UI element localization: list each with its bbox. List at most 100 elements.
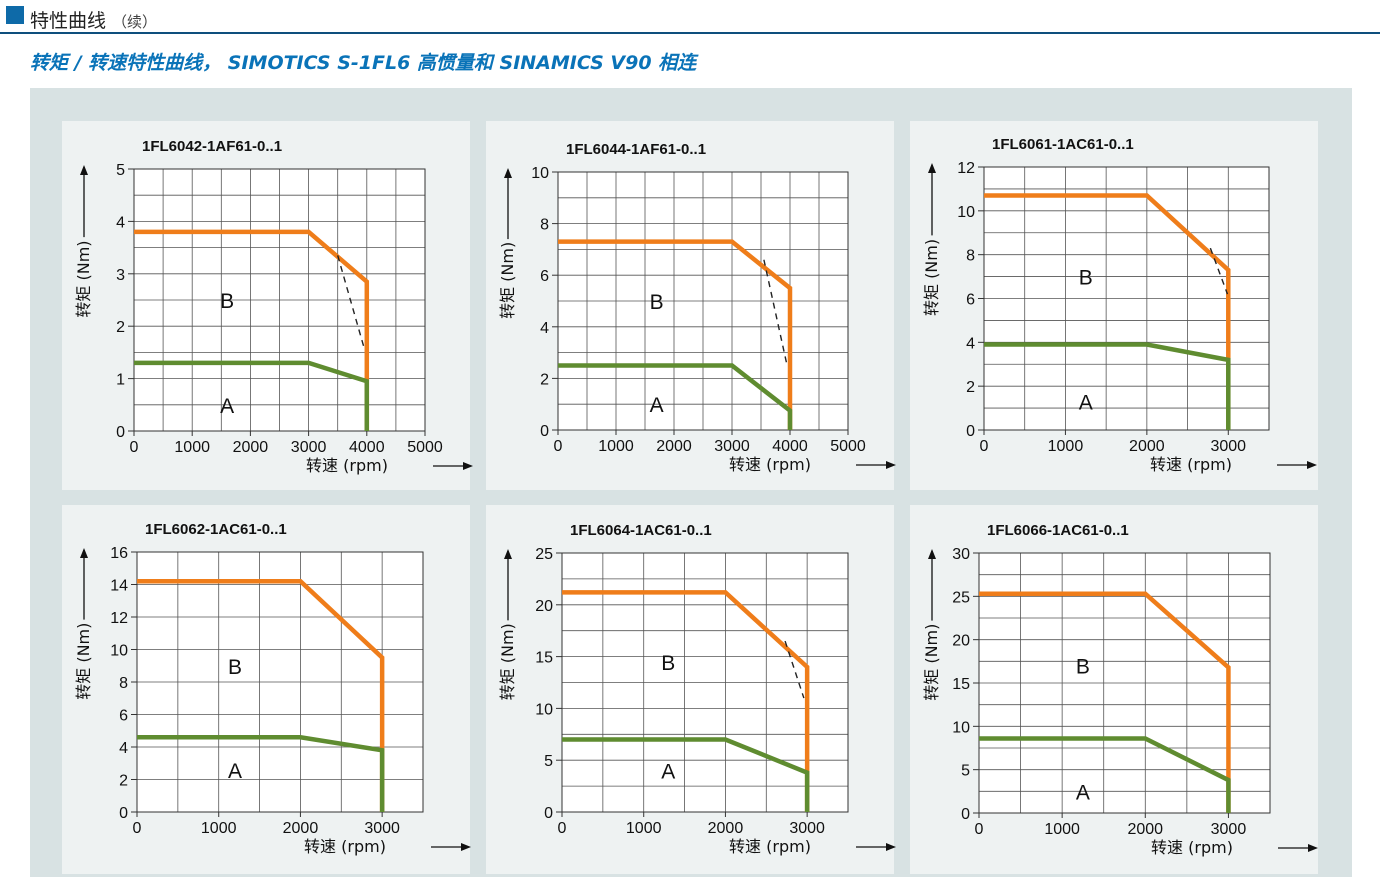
curve-a [558,363,793,430]
y-tick-label: 2 [119,773,128,790]
x-tick-label: 0 [554,438,563,455]
plot-frame [561,552,849,813]
y-tick-label: 8 [119,675,128,692]
curve-b [979,591,1231,813]
region-label-b: B [1079,267,1093,290]
x-axis-arrow-head [886,461,896,469]
x-tick-label: 1000 [1044,821,1080,838]
plot-frame [133,168,426,432]
dashed-curve [763,259,788,366]
header-accent-square [6,6,24,24]
region-label-b: B [220,290,234,313]
curve-a [562,737,810,812]
y-tick-label: 0 [119,805,128,822]
plot-frame [557,171,849,431]
x-axis-label: 转速 (rpm) [729,455,811,474]
chart-title: 1FL6066-1AC61-0..1 [987,522,1129,539]
y-axis-label: 转矩 (Nm) [922,624,941,701]
x-tick-label: 5000 [830,438,866,455]
y-tick-label: 15 [535,650,553,667]
chart-title: 1FL6062-1AC61-0..1 [145,521,287,538]
y-tick-label: 12 [957,160,975,177]
y-tick-label: 5 [961,763,970,780]
x-tick-label: 4000 [349,439,385,456]
x-tick-label: 3000 [1210,438,1246,455]
x-axis-arrow-head [1308,844,1318,852]
chart-title: 1FL6044-1AF61-0..1 [566,141,706,158]
chart-panel-1fl6062: 0 1000 2000 3000 0 2 4 6 8 10 12 14 16 1FL6062-1AC61-… [62,505,471,874]
x-axis-label: 转速 (rpm) [306,456,388,475]
x-tick-label: 2000 [656,438,692,455]
x-tick-label: 3000 [1211,821,1247,838]
curve-a [134,360,370,431]
y-tick-label: 5 [116,162,125,179]
y-tick-label: 30 [952,546,970,563]
x-tick-label: 3000 [291,439,327,456]
y-tick-label: 0 [544,805,553,822]
y-tick-label: 5 [544,753,553,770]
page-subtitle: 转矩 / 转速特性曲线， SIMOTICS S-1FL6 高惯量和 SINAMI… [30,52,697,74]
chart-panel-1fl6061: 0 1000 2000 3000 0 2 4 6 8 10 12 1FL6061-1AC61-0..1… [910,121,1318,490]
y-axis-arrow-head [80,165,88,175]
region-label-a: A [661,761,675,784]
x-tick-label: 2000 [708,820,744,837]
y-tick-label: 10 [531,165,549,182]
x-axis-arrow-head [1307,461,1317,469]
y-tick-label: 20 [952,633,970,650]
y-tick-label: 1 [116,372,125,389]
y-axis-arrow-head [928,549,936,559]
y-tick-label: 6 [540,268,549,285]
y-tick-label: 4 [116,214,125,231]
x-tick-label: 2000 [283,820,319,837]
x-tick-label: 0 [133,820,142,837]
y-tick-label: 4 [966,335,975,352]
x-tick-label: 3000 [364,820,400,837]
y-axis-arrow-head [504,549,512,559]
y-tick-label: 8 [540,217,549,234]
region-label-a: A [220,395,234,418]
x-axis-label: 转速 (rpm) [729,837,811,856]
y-axis-label: 转矩 (Nm) [922,239,941,316]
chart-panel-1fl6044: 0 1000 2000 3000 4000 5000 0 2 4 6 8 10 1FL6044-1AF6… [486,121,896,490]
curve-b [984,193,1231,430]
x-axis-label: 转速 (rpm) [304,837,386,856]
y-tick-label: 0 [540,423,549,440]
y-axis-label: 转矩 (Nm) [74,240,93,317]
y-tick-label: 8 [966,248,975,265]
y-axis-arrow-head [504,168,512,178]
x-axis-arrow-head [461,843,471,851]
dashed-curve [337,255,365,348]
section-header: 特性曲线 （续） [0,0,1380,34]
y-tick-label: 2 [966,379,975,396]
x-tick-label: 0 [980,438,989,455]
chart-title: 1FL6042-1AF61-0..1 [142,138,282,155]
x-tick-label: 2000 [233,439,269,456]
y-tick-label: 25 [535,546,553,563]
region-label-b: B [650,291,664,314]
y-tick-label: 0 [961,806,970,823]
curve-a [137,735,385,812]
section-title: 特性曲线 （续） [30,6,157,33]
section-title-text: 特性曲线 [30,10,107,32]
region-label-b: B [228,656,242,679]
y-tick-label: 6 [966,292,975,309]
x-tick-label: 2000 [1127,821,1163,838]
x-tick-label: 0 [975,821,984,838]
y-tick-label: 10 [535,701,553,718]
chart-svg-1fl6044: 0 1000 2000 3000 4000 5000 0 2 4 6 8 10 1FL6044-1AF6… [498,141,896,474]
x-tick-label: 2000 [1129,438,1165,455]
chart-svg-1fl6066: 0 1000 2000 3000 0 5 10 15 20 25 30 1FL6066-1AC61-0… [922,522,1318,857]
y-tick-label: 4 [540,320,549,337]
x-tick-label: 4000 [772,438,808,455]
y-tick-label: 15 [952,676,970,693]
chart-panel-1fl6042: 0 1000 2000 3000 4000 5000 0 1 2 3 4 5 1FL6042-1AF61… [62,121,473,490]
y-axis-label: 转矩 (Nm) [498,623,517,700]
chart-svg-1fl6042: 0 1000 2000 3000 4000 5000 0 1 2 3 4 5 1FL6042-1AF61… [74,138,473,475]
curve-b [558,239,793,430]
y-tick-label: 10 [952,719,970,736]
y-tick-label: 16 [110,545,128,562]
x-tick-label: 1000 [1048,438,1084,455]
dashed-curve [784,640,805,699]
y-tick-label: 2 [116,319,125,336]
x-tick-label: 1000 [598,438,634,455]
